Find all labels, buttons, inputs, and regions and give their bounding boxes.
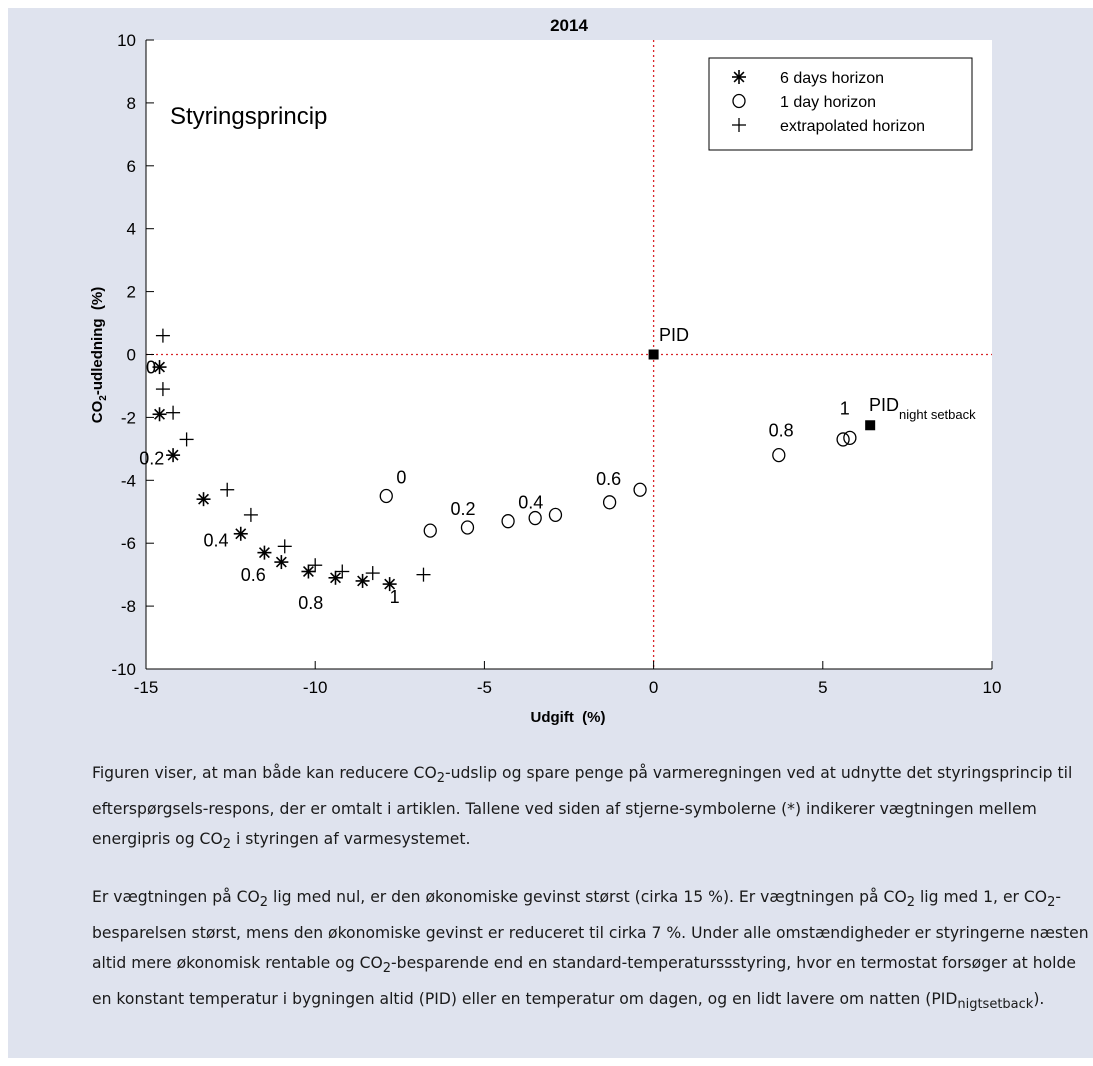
- point-annotation: 1: [390, 587, 400, 607]
- asterisk-marker: [328, 570, 343, 585]
- circle-marker: [460, 520, 475, 535]
- point-annotation: 0: [146, 357, 156, 377]
- x-tick-label: -5: [477, 678, 492, 697]
- y-tick-label: -6: [121, 534, 136, 553]
- chart-title: 2014: [550, 16, 588, 35]
- y-tick-label: -10: [111, 660, 136, 679]
- y-tick-label: 10: [117, 31, 136, 50]
- pid-label: PID: [659, 325, 689, 345]
- asterisk-marker: [152, 360, 167, 375]
- x-axis-label: Udgift (%): [531, 709, 606, 726]
- point-annotation: 1: [840, 398, 850, 418]
- asterisk-marker: [274, 555, 289, 570]
- plus-marker: [179, 432, 194, 447]
- y-tick-label: 4: [127, 220, 136, 239]
- plus-marker: [166, 405, 181, 420]
- circle-marker: [602, 495, 617, 510]
- circle-marker: [836, 432, 850, 447]
- asterisk-marker: [355, 573, 370, 588]
- asterisk-marker: [166, 448, 181, 463]
- point-annotation: 0.4: [518, 493, 543, 513]
- circle-marker: [548, 507, 563, 523]
- asterisk-marker: [732, 70, 746, 84]
- plus-marker: [335, 564, 350, 579]
- plus-marker: [365, 566, 380, 581]
- plus-marker: [220, 482, 235, 497]
- asterisk-marker: [152, 407, 167, 422]
- x-tick-label: 0: [649, 678, 658, 697]
- plus-marker: [155, 382, 170, 397]
- asterisk-marker: [301, 564, 316, 579]
- circle-marker: [528, 510, 542, 526]
- figure-panel: -15 -10 -5 0 5 10 -10 -8 -6 -4 -2 0 2 4 6 8 10 0 0.2 0.4 0.…: [8, 8, 1093, 1058]
- y-tick-label: -2: [121, 408, 136, 427]
- circle-marker: [501, 514, 515, 529]
- figure-caption: Figuren viser, at man både kan reducere …: [92, 758, 1092, 1043]
- legend-label: 6 days horizon: [780, 70, 884, 87]
- plus-marker: [732, 118, 746, 132]
- plus-marker: [416, 567, 431, 582]
- circle-marker: [379, 488, 393, 504]
- caption-paragraph-2: Er vægtningen på CO2 lig med nul, er den…: [92, 888, 1089, 1013]
- y-tick-label: 0: [127, 346, 136, 365]
- point-annotation: 0.2: [139, 449, 164, 469]
- x-tick-label: -10: [303, 678, 328, 697]
- x-tick-label: 10: [983, 678, 1002, 697]
- plus-marker: [155, 328, 170, 343]
- square-marker: [865, 420, 876, 431]
- asterisk-marker: [196, 492, 211, 507]
- y-tick-label: -8: [121, 597, 136, 616]
- chart-subtitle: Styringsprincip: [170, 103, 327, 130]
- circle-marker: [843, 430, 857, 445]
- y-axis-label: CO2-udledning (%): [89, 287, 109, 423]
- point-annotation: 0.8: [298, 593, 323, 613]
- pid-night-setback-label: PIDnight setback: [869, 395, 976, 422]
- y-tick-label: 8: [127, 94, 136, 113]
- y-tick-label: -4: [121, 471, 136, 490]
- plus-marker: [308, 558, 323, 573]
- plus-marker: [277, 539, 292, 554]
- asterisk-marker: [382, 577, 397, 592]
- asterisk-marker: [257, 545, 272, 560]
- point-annotation: 0.6: [241, 565, 266, 585]
- point-annotation: 0.6: [596, 469, 621, 489]
- plus-marker: [243, 507, 258, 522]
- square-marker: [648, 349, 659, 360]
- circle-marker: [732, 93, 746, 109]
- legend-label: 1 day horizon: [780, 94, 876, 111]
- x-tick-label: 5: [818, 678, 827, 697]
- legend-label: extrapolated horizon: [780, 118, 925, 135]
- circle-marker: [423, 523, 437, 538]
- point-annotation: 0: [396, 467, 406, 487]
- asterisk-marker: [233, 526, 248, 541]
- point-annotation: 0.8: [769, 420, 794, 440]
- y-tick-label: 6: [127, 157, 136, 176]
- point-annotation: 0.4: [204, 530, 229, 550]
- legend: 6 days horizon 1 day horizon extrapolated …: [708, 57, 973, 151]
- circle-marker: [772, 447, 786, 463]
- y-tick-label: 2: [127, 283, 136, 302]
- x-tick-label: -15: [134, 678, 159, 697]
- caption-paragraph-1: Figuren viser, at man både kan reducere …: [92, 764, 1073, 853]
- point-annotation: 0.2: [451, 499, 476, 519]
- circle-marker: [633, 482, 647, 497]
